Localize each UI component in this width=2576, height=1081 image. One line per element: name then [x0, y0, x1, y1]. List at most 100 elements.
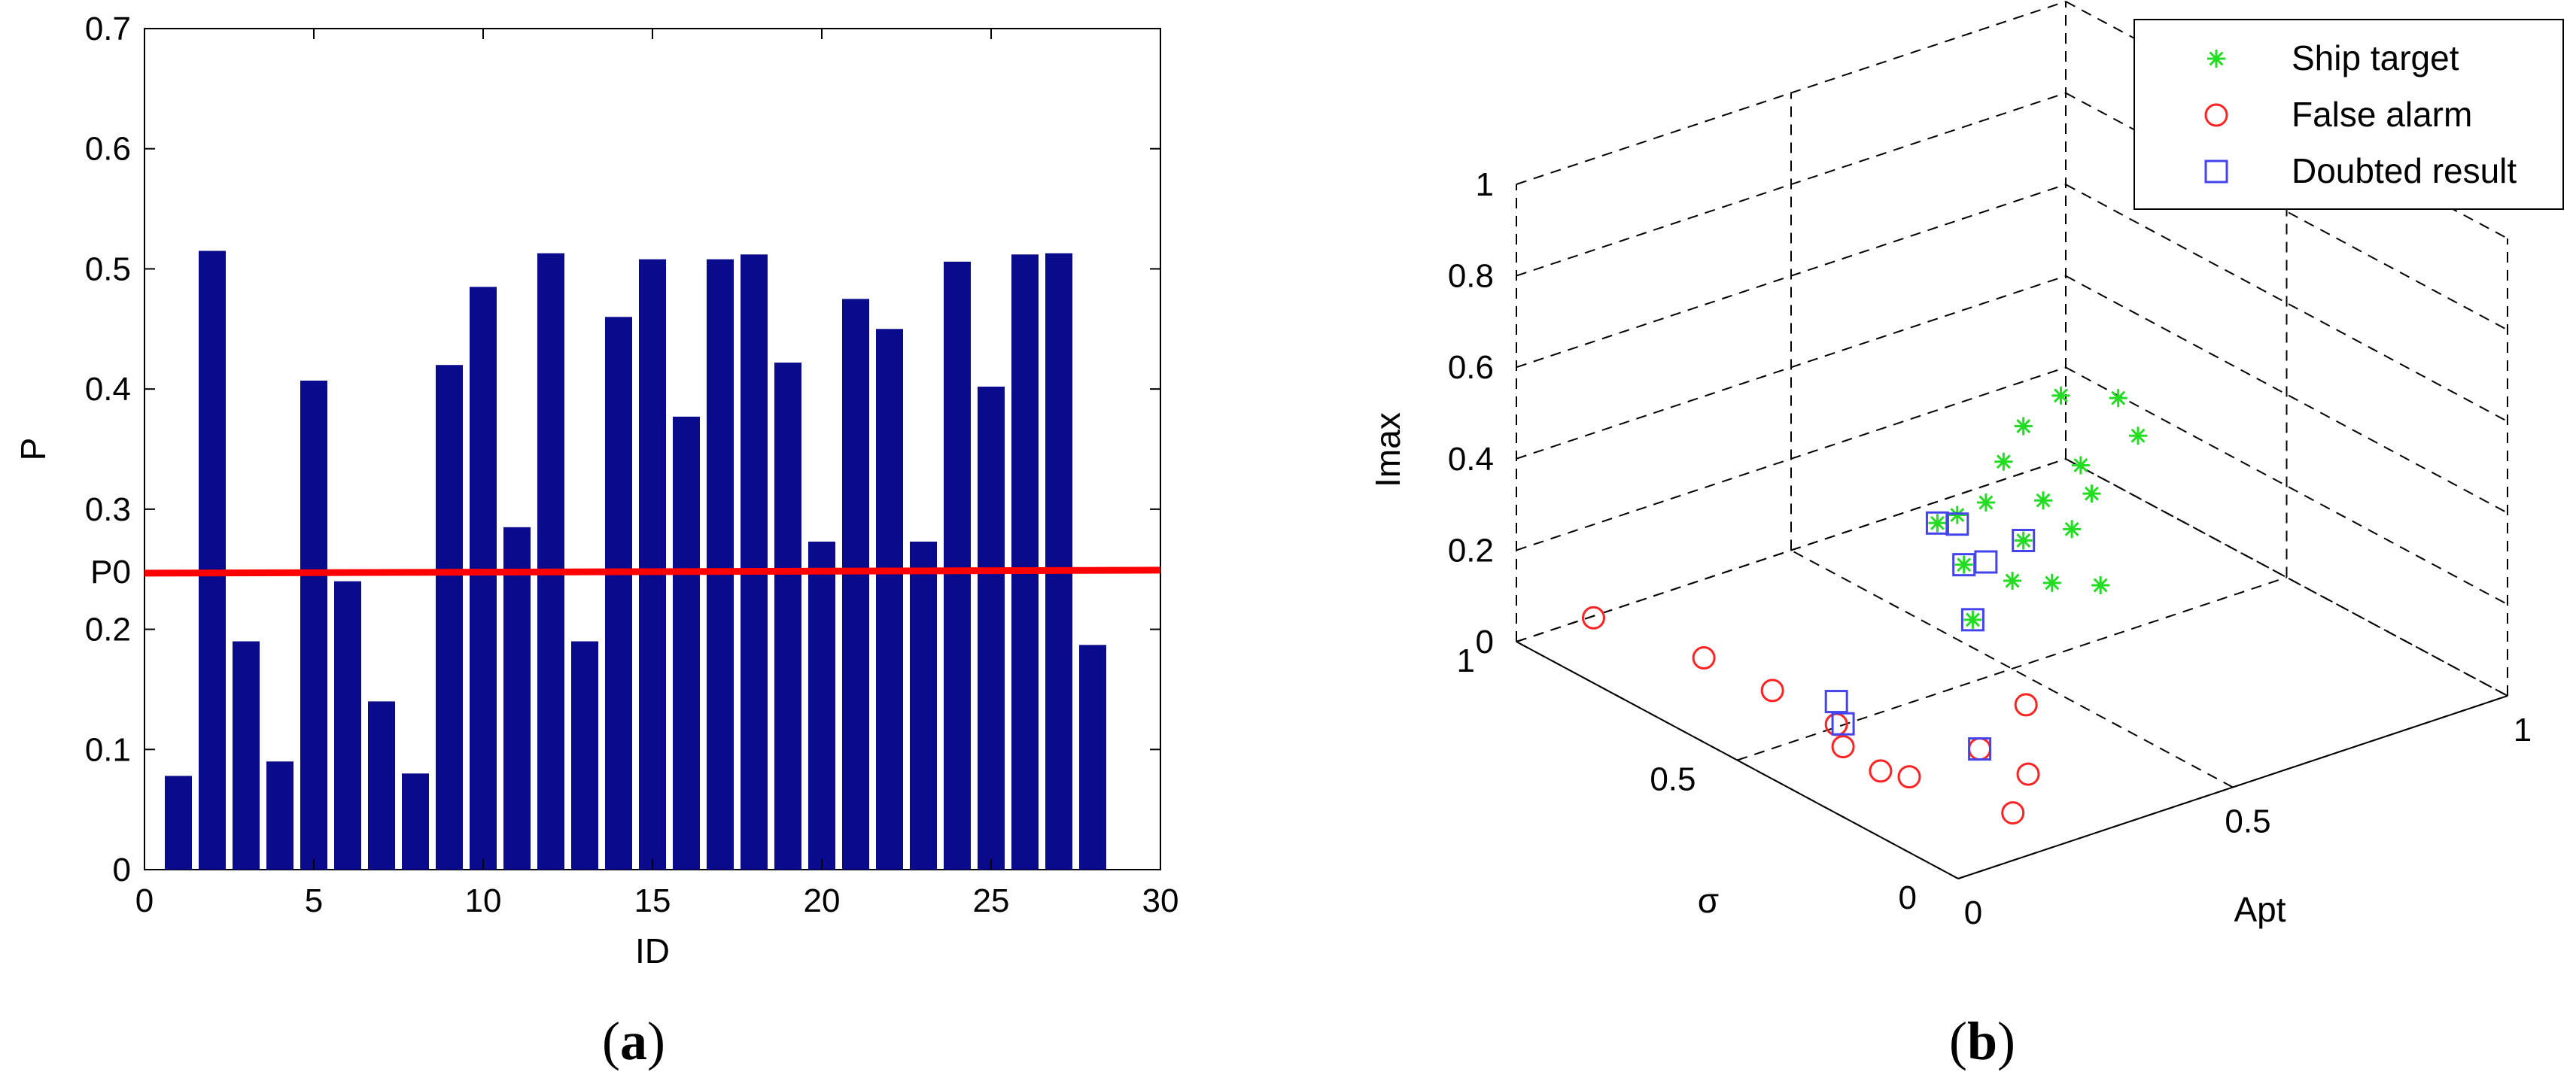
bar	[673, 416, 700, 870]
circle-marker	[2016, 762, 2040, 786]
panel-b-caption: (b)	[1949, 1011, 2015, 1071]
x-tick-label: 1	[2514, 712, 2532, 749]
circle-marker	[1831, 735, 1855, 759]
z-tick-label: 0.6	[1448, 349, 1494, 386]
grid-line	[2065, 184, 2508, 423]
legend-item-false-alarm: False alarm	[2204, 95, 2472, 134]
asterisk-marker	[2014, 531, 2033, 550]
square-marker	[1831, 712, 1855, 736]
panel-a-caption: (a)	[602, 1011, 665, 1071]
grid-line	[1516, 641, 1959, 879]
bar	[165, 776, 192, 870]
square-marker	[1925, 511, 1949, 535]
z-axis-label: Imax	[1368, 412, 1407, 487]
asterisk-marker	[1963, 610, 1982, 629]
asterisk-marker	[2034, 491, 2053, 510]
bar	[266, 761, 293, 870]
bar	[1079, 645, 1106, 870]
y-tick-label: 0.3	[85, 491, 131, 528]
y-tick-label: 0.5	[1650, 761, 1696, 798]
y-tick-label: 0	[1899, 879, 1917, 916]
legend-label: Doubted result	[2292, 151, 2517, 190]
circle-marker	[1968, 737, 1992, 761]
asterisk-marker	[2109, 389, 2127, 408]
y-tick-label: 0.6	[85, 131, 131, 168]
bar	[503, 527, 531, 870]
threshold-line	[144, 566, 1161, 577]
bar	[470, 287, 497, 870]
z-tick-label: 0.8	[1448, 258, 1494, 295]
y-axis-label: σ	[1698, 881, 1719, 920]
circle-marker	[1897, 765, 1921, 789]
square-marker	[1952, 553, 1976, 577]
legend-item-doubted-result: Doubted result	[2204, 151, 2517, 190]
square-marker	[1968, 737, 1992, 761]
circle-marker	[2001, 801, 2025, 825]
square-marker	[2204, 159, 2228, 184]
x-tick-label: 5	[305, 882, 323, 919]
caption-close-paren: )	[1997, 1011, 2015, 1071]
bar	[774, 363, 801, 870]
square-marker	[2012, 529, 2036, 552]
bar	[605, 317, 632, 870]
caption-open-paren: (	[602, 1011, 620, 1071]
x-tick-label: 20	[804, 882, 841, 919]
threshold-line-group: P0	[90, 554, 1161, 591]
legend-label: Ship target	[2292, 38, 2459, 77]
y-tick-label: 0.1	[85, 731, 131, 768]
bar	[334, 581, 361, 870]
square-marker	[1974, 550, 1998, 574]
y-tick-label: 0	[113, 852, 131, 888]
y-axis-label: P	[14, 438, 53, 461]
legend: Ship target False alarm Doubted result	[2133, 19, 2564, 210]
bar	[808, 541, 835, 870]
x-tick-label: 0	[1964, 894, 1982, 931]
square-marker	[1945, 512, 1969, 536]
square-marker	[1824, 690, 1848, 714]
square-marker	[1960, 608, 1984, 632]
bar	[199, 251, 226, 870]
bar	[1045, 253, 1072, 870]
bar	[402, 773, 429, 870]
asterisk-marker	[2063, 520, 2082, 539]
bar	[300, 380, 327, 870]
bar	[233, 641, 260, 870]
asterisk-marker	[2091, 575, 2110, 594]
y-axis-ticks: 0 0.1 0.2 0.3 0.4 0.5 0.6 0.7	[85, 11, 1160, 888]
bar	[910, 541, 937, 870]
threshold-label: P0	[90, 554, 131, 591]
caption-close-paren: )	[647, 1011, 665, 1071]
bar	[436, 365, 463, 870]
y-tick-label: 0.7	[85, 11, 131, 47]
bar-chart-panel: P0 0 5 10 15 20 25 30 0 0.1 0.2 0.3 0.4 0.5 0.6 0.7 I…	[14, 11, 1179, 1071]
z-tick-label: 0.4	[1448, 441, 1494, 478]
grid-line	[2065, 275, 2508, 514]
3d-scatter-points	[1582, 386, 2148, 825]
z-tick-label: 0	[1476, 624, 1494, 660]
asterisk-marker	[1928, 514, 1947, 533]
y-tick-label: 0.4	[85, 371, 131, 408]
bar	[944, 261, 971, 870]
grid-line	[2065, 366, 2508, 606]
y-tick-label: 0.2	[85, 612, 131, 648]
caption-open-paren: (	[1949, 1011, 1967, 1071]
x-axis-ticks: 0 5 10 15 20 25 30	[135, 29, 1179, 919]
circle-marker	[1692, 646, 1716, 670]
bar	[571, 641, 598, 870]
y-tick-label: 1	[1457, 642, 1475, 679]
grid-line	[1737, 576, 2287, 761]
asterisk-marker	[2003, 572, 2022, 590]
grid-line	[1790, 549, 2234, 788]
circle-marker	[1760, 679, 1784, 703]
bar	[368, 701, 395, 870]
grid-line	[2065, 92, 2508, 331]
square-marker-icon	[2204, 159, 2228, 184]
x-tick-label: 25	[973, 882, 1010, 919]
x-tick-label: 0.5	[2225, 803, 2270, 840]
bar	[707, 259, 734, 870]
x-tick-label: 30	[1142, 882, 1179, 919]
x-axis-label: ID	[635, 931, 670, 970]
asterisk-marker	[1976, 493, 1995, 512]
